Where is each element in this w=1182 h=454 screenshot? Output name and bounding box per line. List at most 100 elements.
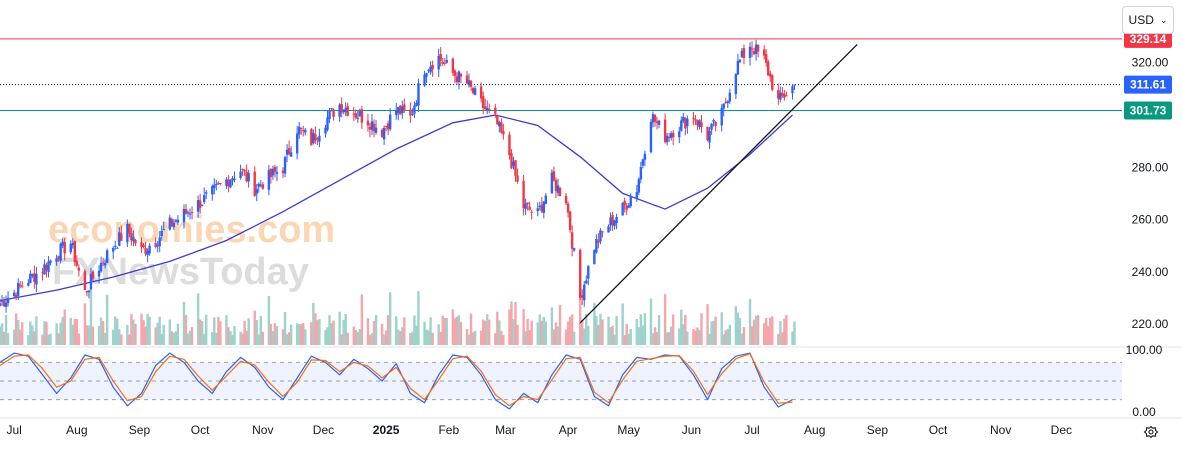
volume-bar bbox=[247, 318, 250, 345]
volume-bar bbox=[738, 317, 742, 345]
candle-body bbox=[443, 62, 446, 64]
volume-bar bbox=[552, 329, 556, 345]
candle-body bbox=[227, 179, 230, 187]
candle-body bbox=[556, 185, 560, 193]
volume-bar bbox=[785, 314, 788, 345]
candle-body bbox=[777, 89, 780, 99]
volume-bar bbox=[332, 320, 335, 345]
candle-body bbox=[599, 230, 602, 242]
volume-bar bbox=[779, 320, 782, 345]
currency-selector[interactable]: USD ⌄ bbox=[1122, 6, 1174, 34]
candle-body bbox=[229, 180, 232, 188]
candle-body bbox=[354, 113, 358, 118]
volume-bar bbox=[403, 317, 406, 345]
time-tick-label: Sep bbox=[867, 423, 889, 437]
candle-body bbox=[514, 160, 517, 176]
candle-body bbox=[769, 73, 772, 77]
volume-bar bbox=[777, 334, 780, 345]
candle-body bbox=[657, 120, 661, 125]
candle-body bbox=[686, 118, 689, 126]
volume-bar bbox=[128, 334, 131, 345]
volume-bar bbox=[486, 314, 489, 345]
candle-body bbox=[312, 132, 315, 143]
volume-bar bbox=[496, 311, 499, 345]
candle-body bbox=[338, 104, 341, 117]
volume-bar bbox=[771, 316, 774, 345]
candle-body bbox=[554, 180, 558, 191]
volume-bar bbox=[75, 318, 79, 345]
volume-bar bbox=[623, 334, 626, 345]
volume-bar bbox=[285, 334, 289, 345]
candle-body bbox=[395, 110, 398, 116]
candle-body bbox=[467, 80, 471, 86]
candle-body bbox=[748, 46, 752, 59]
candle-body bbox=[61, 241, 64, 246]
volume-bar bbox=[330, 323, 333, 345]
volume-bar bbox=[395, 316, 398, 345]
volume-bar bbox=[457, 315, 461, 345]
candle-body bbox=[754, 44, 758, 54]
volume-bar bbox=[154, 327, 157, 345]
candle-body bbox=[706, 126, 709, 141]
settings-button[interactable] bbox=[1141, 422, 1161, 442]
candle-body bbox=[269, 169, 273, 177]
volume-bar bbox=[706, 304, 709, 345]
volume-bar bbox=[314, 313, 317, 345]
candle-body bbox=[55, 258, 58, 262]
volume-bar bbox=[714, 316, 717, 345]
volume-bar bbox=[483, 320, 487, 345]
moving-average bbox=[0, 114, 793, 302]
candle-body bbox=[694, 119, 697, 121]
volume-bar bbox=[71, 324, 74, 345]
candle-body bbox=[413, 105, 416, 114]
candle-body bbox=[217, 182, 220, 184]
volume-bar bbox=[542, 317, 546, 345]
volume-bar bbox=[45, 321, 48, 345]
volume-bar bbox=[593, 302, 596, 345]
volume-bar bbox=[118, 329, 121, 345]
candle-body bbox=[59, 243, 62, 261]
volume-bar bbox=[59, 322, 62, 345]
volume-bar bbox=[85, 325, 89, 345]
volume-bar bbox=[140, 313, 143, 345]
candle-body bbox=[148, 245, 151, 254]
volume-bar bbox=[411, 331, 414, 345]
price-tick-label: 320.00 bbox=[1132, 56, 1169, 70]
volume-bar bbox=[14, 313, 18, 345]
volume-bar bbox=[198, 319, 202, 345]
volume-bar bbox=[27, 334, 30, 345]
volume-bar bbox=[429, 317, 432, 345]
candle-body bbox=[601, 231, 604, 233]
volume-bar bbox=[386, 315, 390, 345]
volume-bar bbox=[585, 313, 588, 345]
volume-bar bbox=[443, 317, 446, 345]
volume-bar bbox=[211, 332, 214, 345]
volume-bar bbox=[397, 329, 400, 345]
time-tick-label: Dec bbox=[1051, 423, 1072, 437]
candle-body bbox=[451, 58, 455, 73]
candle-body bbox=[483, 106, 487, 110]
candle-body bbox=[156, 245, 159, 247]
candle-body bbox=[19, 284, 22, 286]
time-tick-label: Aug bbox=[804, 423, 825, 437]
volume-bar bbox=[342, 319, 345, 345]
volume-bar bbox=[769, 317, 772, 345]
candle-body bbox=[696, 120, 699, 126]
candle-body bbox=[162, 229, 165, 231]
volume-bar bbox=[611, 325, 614, 345]
candle-body bbox=[609, 217, 612, 226]
candle-body bbox=[190, 212, 194, 214]
volume-bar bbox=[231, 334, 234, 345]
candle-body bbox=[783, 94, 786, 98]
volume-bar bbox=[556, 326, 560, 345]
volume-bar bbox=[655, 331, 659, 345]
volume-bar bbox=[360, 294, 364, 345]
candle-body bbox=[672, 132, 675, 138]
candle-body bbox=[255, 188, 258, 194]
candle-body bbox=[31, 274, 34, 276]
candle-body bbox=[726, 101, 729, 103]
volume-bar bbox=[415, 325, 418, 345]
volume-bar bbox=[202, 333, 206, 345]
candle-body bbox=[453, 70, 457, 76]
